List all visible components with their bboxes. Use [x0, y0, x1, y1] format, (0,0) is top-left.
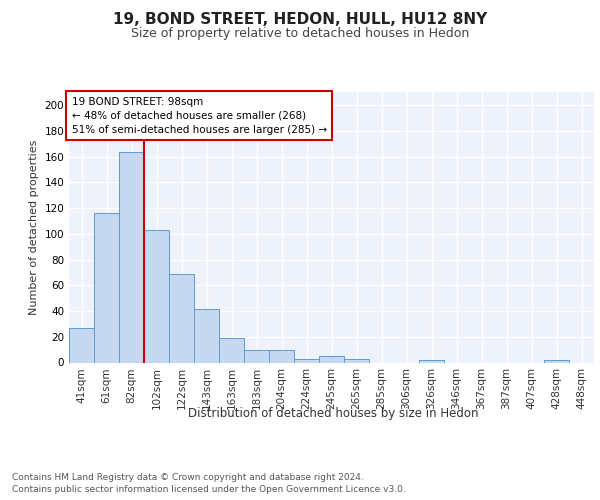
Bar — [169, 274, 194, 362]
Bar — [69, 328, 94, 362]
Bar — [119, 152, 144, 362]
Bar — [269, 350, 294, 362]
Bar — [319, 356, 344, 362]
Bar — [544, 360, 569, 362]
Bar — [344, 358, 369, 362]
Text: Contains public sector information licensed under the Open Government Licence v3: Contains public sector information licen… — [12, 485, 406, 494]
Bar — [94, 214, 119, 362]
Bar — [294, 358, 319, 362]
Text: 19 BOND STREET: 98sqm
← 48% of detached houses are smaller (268)
51% of semi-det: 19 BOND STREET: 98sqm ← 48% of detached … — [71, 96, 327, 134]
Bar — [194, 308, 219, 362]
Text: 19, BOND STREET, HEDON, HULL, HU12 8NY: 19, BOND STREET, HEDON, HULL, HU12 8NY — [113, 12, 487, 28]
Text: Distribution of detached houses by size in Hedon: Distribution of detached houses by size … — [188, 408, 478, 420]
Bar — [219, 338, 244, 362]
Text: Contains HM Land Registry data © Crown copyright and database right 2024.: Contains HM Land Registry data © Crown c… — [12, 472, 364, 482]
Bar — [244, 350, 269, 362]
Bar — [419, 360, 444, 362]
Bar — [144, 230, 169, 362]
Text: Size of property relative to detached houses in Hedon: Size of property relative to detached ho… — [131, 28, 469, 40]
Y-axis label: Number of detached properties: Number of detached properties — [29, 140, 39, 315]
